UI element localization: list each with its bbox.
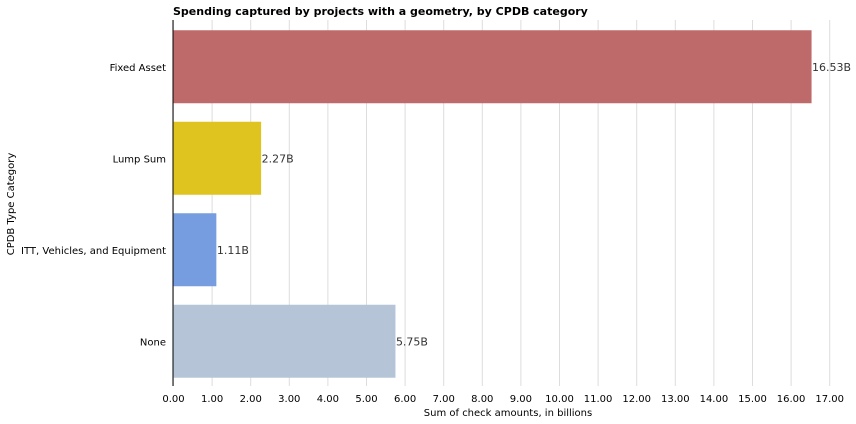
x-tick-label: 7.00 xyxy=(433,394,455,405)
x-tick-label: 1.00 xyxy=(201,394,223,405)
data-label: 1.11B xyxy=(217,244,249,257)
x-tick-label: 17.00 xyxy=(815,394,844,405)
bar xyxy=(173,30,812,104)
data-label-layer: 16.53B 2.27B 1.11B 5.75B xyxy=(217,61,851,349)
bar xyxy=(173,213,217,287)
y-tick-layer: Fixed Asset Lump Sum ITT, Vehicles, and Eq… xyxy=(21,63,166,349)
x-tick-label: 10.00 xyxy=(545,394,574,405)
y-axis-label: CPDB Type Category xyxy=(6,153,17,256)
x-tick-layer: 0.00 1.00 2.00 3.00 4.00 5.00 6.00 7.00 8.00 9.00… xyxy=(162,394,844,405)
x-tick-label: 3.00 xyxy=(278,394,300,405)
bar-layer xyxy=(173,30,812,378)
x-tick-label: 13.00 xyxy=(661,394,690,405)
data-label: 2.27B xyxy=(262,152,294,165)
data-label: 5.75B xyxy=(396,335,428,348)
x-tick-label: 11.00 xyxy=(584,394,613,405)
x-tick-label: 14.00 xyxy=(700,394,729,405)
y-tick-label: ITT, Vehicles, and Equipment xyxy=(21,246,166,257)
y-tick-label: Lump Sum xyxy=(113,154,166,165)
x-tick-label: 4.00 xyxy=(317,394,339,405)
y-tick-label: Fixed Asset xyxy=(110,63,167,74)
data-label: 16.53B xyxy=(812,61,851,74)
x-tick-label: 15.00 xyxy=(738,394,767,405)
x-axis-label: Sum of check amounts, in billions xyxy=(424,408,592,419)
chart-title: Spending captured by projects with a geo… xyxy=(173,5,588,18)
x-tick-label: 12.00 xyxy=(622,394,651,405)
x-tick-label: 6.00 xyxy=(394,394,416,405)
x-tick-label: 2.00 xyxy=(240,394,262,405)
x-tick-label: 16.00 xyxy=(777,394,806,405)
x-tick-label: 0.00 xyxy=(162,394,184,405)
x-tick-label: 5.00 xyxy=(355,394,377,405)
x-tick-label: 9.00 xyxy=(510,394,532,405)
bar xyxy=(173,121,262,195)
x-tick-label: 8.00 xyxy=(471,394,493,405)
y-tick-label: None xyxy=(140,337,166,348)
bar xyxy=(173,304,396,378)
